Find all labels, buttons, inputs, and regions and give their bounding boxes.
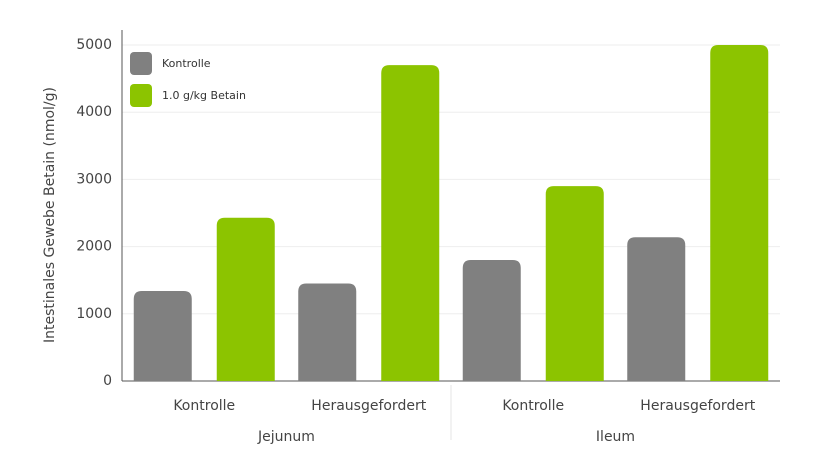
bar [545, 186, 604, 381]
x-tick-label: Kontrolle [173, 398, 235, 414]
x-tick-label: Kontrolle [502, 398, 564, 414]
bar [133, 290, 192, 381]
y-tick-label: 5000 [76, 37, 112, 53]
bar [381, 65, 440, 381]
legend-label: 1.0 g/kg Betain [162, 89, 246, 102]
legend-swatch [130, 52, 152, 75]
group-label: Jejunum [257, 429, 315, 445]
y-tick-label: 1000 [76, 306, 112, 322]
bar [710, 45, 769, 381]
y-tick-label: 0 [103, 373, 112, 389]
x-tick-label: Herausgefordert [640, 398, 755, 414]
bar [462, 260, 521, 381]
legend-swatch [130, 84, 152, 107]
y-tick-label: 3000 [76, 171, 112, 187]
bar [627, 237, 686, 381]
group-label: Ileum [596, 429, 635, 445]
x-tick-label: Herausgefordert [311, 398, 426, 414]
y-tick-label: 2000 [76, 239, 112, 255]
bar [216, 217, 275, 381]
bar [298, 283, 357, 381]
legend-label: Kontrolle [162, 57, 211, 70]
y-tick-label: 4000 [76, 104, 112, 120]
y-axis-label: Intestinales Gewebe Betain (nmol/g) [42, 87, 58, 343]
